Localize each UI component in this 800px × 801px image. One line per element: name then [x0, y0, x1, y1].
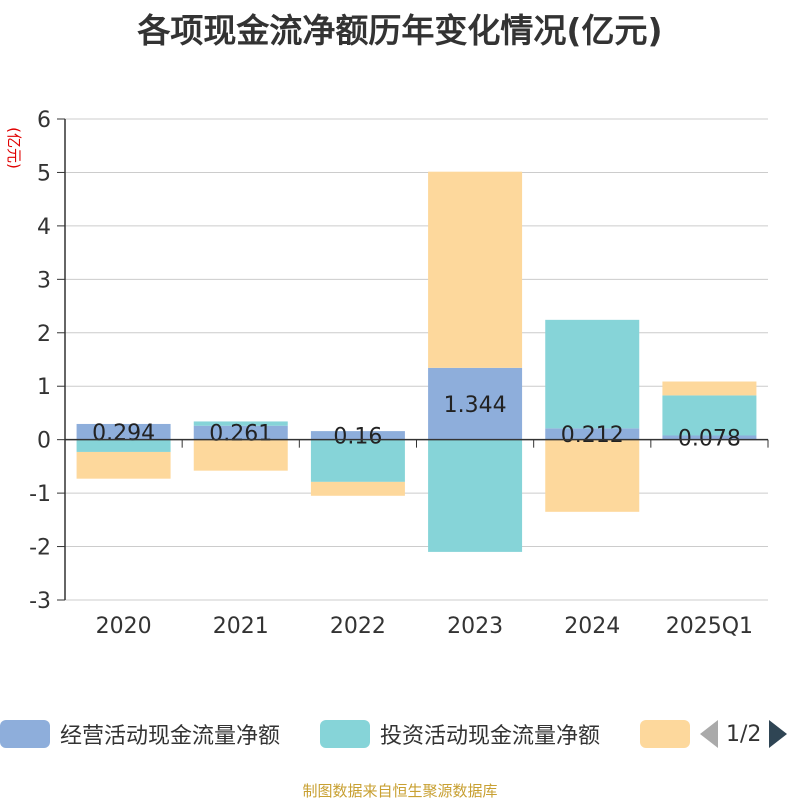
x-tick-label: 2020 — [96, 614, 152, 639]
x-tick-label: 2022 — [330, 614, 386, 639]
bar — [545, 319, 640, 429]
bar — [310, 439, 405, 482]
x-tick-label: 2021 — [213, 614, 269, 639]
x-tick-label: 2025Q1 — [666, 614, 753, 639]
bar — [662, 381, 757, 396]
legend-item[interactable] — [640, 716, 690, 752]
bar — [428, 439, 523, 552]
bar — [76, 423, 171, 440]
data-label: 1.344 — [444, 393, 507, 418]
bar — [428, 367, 523, 440]
chart-title: 各项现金流净额历年变化情况(亿元) — [137, 11, 663, 50]
bar — [310, 431, 405, 440]
y-axis-label: (亿元) — [5, 127, 23, 169]
legend-swatch — [320, 720, 370, 748]
bar — [545, 428, 640, 440]
legend-label: 经营活动现金流量净额 — [60, 724, 281, 749]
legend: 经营活动现金流量净额 投资活动现金流量净额 — [0, 716, 800, 752]
legend-page-indicator: 1/2 — [726, 721, 762, 747]
y-tick-label: 5 — [37, 161, 51, 186]
grid-layer — [65, 118, 768, 601]
x-tick-label: 2024 — [564, 614, 620, 639]
y-tick-label: -1 — [29, 482, 51, 507]
bar — [76, 439, 171, 452]
y-tick-label: 0 — [37, 429, 51, 454]
y-tick-label: 3 — [37, 268, 51, 293]
legend-swatch — [0, 720, 50, 748]
y-tick-label: 4 — [37, 215, 51, 240]
prev-page-icon[interactable] — [700, 720, 718, 748]
bar — [193, 439, 288, 471]
bar — [662, 435, 757, 440]
data-label: 0.212 — [561, 423, 624, 448]
legend-swatch — [640, 720, 690, 748]
bar — [193, 425, 288, 440]
bar — [662, 395, 757, 436]
legend-item[interactable]: 经营活动现金流量净额 — [0, 716, 280, 752]
source-note: 制图数据来自恒生聚源数据库 — [302, 782, 498, 800]
bar — [545, 439, 640, 512]
x-tick-label: 2023 — [447, 614, 503, 639]
y-tick-label: -3 — [29, 589, 51, 614]
legend-pager: 1/2 — [700, 716, 788, 752]
legend-label: 投资活动现金流量净额 — [380, 724, 601, 749]
data-label: 0.16 — [333, 424, 382, 449]
y-tick-label: 1 — [37, 375, 51, 400]
data-label: 0.294 — [92, 421, 155, 446]
y-tick-label: 6 — [37, 108, 51, 133]
axis-layer: -3 -2 -1 0 1 2 3 4 5 6 2020 2021 2022 2023 2024 2025Q1 — [29, 108, 769, 639]
bar — [193, 421, 288, 426]
bar — [310, 481, 405, 496]
y-tick-label: -2 — [29, 536, 51, 561]
data-label: 0.261 — [209, 422, 272, 447]
bar-layer — [76, 171, 757, 552]
bar — [76, 451, 171, 479]
bar — [428, 171, 523, 368]
legend-item[interactable]: 投资活动现金流量净额 — [320, 716, 600, 752]
next-page-icon[interactable] — [769, 720, 788, 748]
y-tick-label: 2 — [37, 322, 51, 347]
